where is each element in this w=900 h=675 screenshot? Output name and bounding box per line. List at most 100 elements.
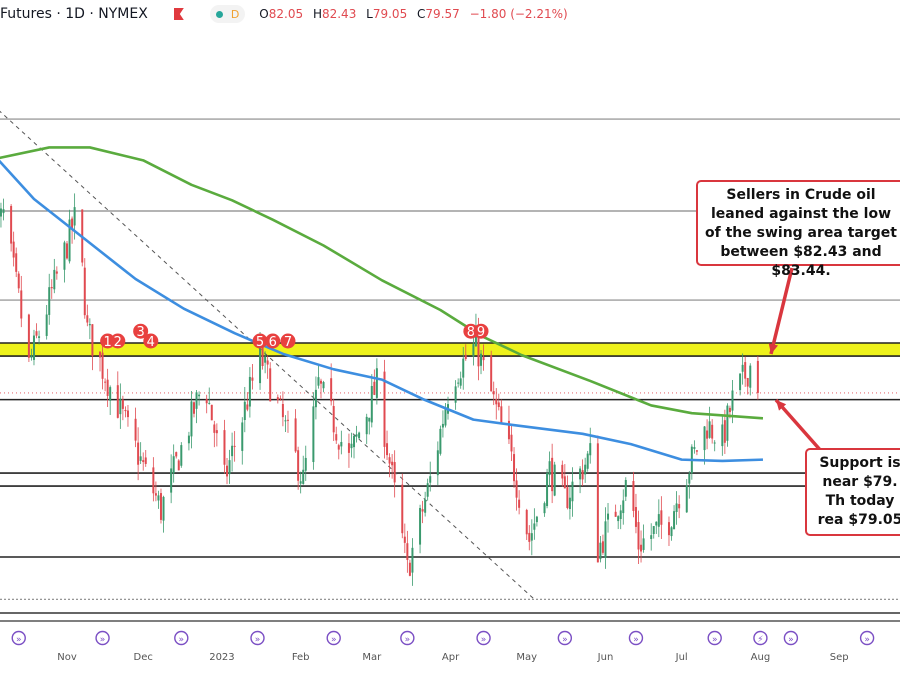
candle <box>119 383 122 429</box>
candle-body <box>746 377 749 387</box>
support-arrow <box>774 398 824 454</box>
event-icon-glyph: » <box>255 635 261 645</box>
candle <box>706 419 709 450</box>
close-label: C <box>417 7 426 21</box>
candle <box>543 501 546 517</box>
event-icon-circle <box>250 630 265 646</box>
candle <box>38 330 41 345</box>
candle <box>12 231 15 267</box>
candle <box>480 350 483 375</box>
event-icon-circle <box>753 630 768 646</box>
candle <box>535 515 538 527</box>
candle-body <box>525 509 528 535</box>
candle <box>264 351 267 374</box>
dividend-event-icon[interactable]: » <box>557 630 573 646</box>
dividend-event-icon[interactable]: » <box>400 630 415 646</box>
candle-body <box>243 401 246 421</box>
event-icon-circle <box>557 630 573 646</box>
candle-body <box>330 378 333 402</box>
candle <box>411 538 414 586</box>
low-label: L <box>366 7 373 21</box>
candle-body <box>124 409 127 412</box>
candle <box>525 508 528 541</box>
candle-body <box>713 442 716 444</box>
dividend-event-icon[interactable]: » <box>250 630 265 646</box>
candle-body <box>266 360 269 365</box>
candle <box>391 454 394 479</box>
candle-body <box>264 356 267 363</box>
candle-body <box>215 430 218 434</box>
candle-body <box>495 399 498 405</box>
symbol-title[interactable]: Futures · 1D · NYMEX <box>0 6 148 22</box>
dividend-event-icon[interactable]: » <box>174 630 189 646</box>
candle <box>66 241 68 260</box>
candle-body <box>454 386 457 403</box>
candle-body <box>50 287 53 289</box>
candle-body <box>159 493 162 520</box>
candle <box>294 409 297 453</box>
candle-body <box>721 424 724 447</box>
dividend-event-icon[interactable]: » <box>628 630 644 646</box>
candle <box>304 445 307 481</box>
candle-body <box>581 470 584 480</box>
candle-body <box>172 456 175 474</box>
high-value: 82.43 <box>321 7 357 21</box>
candle <box>187 431 190 451</box>
flag-icon[interactable] <box>173 8 184 20</box>
candle-body <box>670 527 673 537</box>
candle-body <box>546 473 549 507</box>
candle-body <box>332 406 335 433</box>
dividend-event-icon[interactable]: » <box>707 630 722 646</box>
candle-body <box>152 467 155 494</box>
candle <box>388 453 391 478</box>
candle <box>137 427 140 481</box>
candle-body <box>144 457 147 464</box>
candle-body <box>193 402 195 414</box>
candle-body <box>561 464 564 479</box>
candle-body <box>480 353 483 366</box>
dividend-event-icon[interactable]: » <box>11 630 26 646</box>
candle-body <box>259 342 262 384</box>
candle <box>144 449 147 467</box>
candle-body <box>353 435 356 448</box>
earnings-lightning-icon[interactable]: ⚡ <box>753 630 768 646</box>
dividend-event-icon[interactable]: » <box>476 630 491 646</box>
candle <box>459 371 462 389</box>
dividend-event-icon[interactable]: » <box>95 630 110 646</box>
candle <box>30 348 33 361</box>
candle-body <box>652 526 655 535</box>
event-icon-glyph: » <box>16 635 22 645</box>
candle-body <box>276 397 279 401</box>
candle-body <box>210 404 213 421</box>
dividend-event-icon[interactable]: » <box>783 630 799 646</box>
candle <box>563 464 566 489</box>
candle-body <box>205 399 208 404</box>
candle <box>106 368 109 407</box>
candle <box>340 430 343 455</box>
candle-body <box>393 462 396 483</box>
candle <box>711 419 714 444</box>
candle-body <box>32 335 35 360</box>
candle-body <box>347 443 350 453</box>
candle-body <box>299 481 302 484</box>
candle <box>297 446 300 490</box>
candle <box>101 343 104 390</box>
swing-marker-label: 3 <box>137 325 145 340</box>
candle <box>424 491 427 517</box>
candle-body <box>383 371 386 447</box>
candle <box>660 496 663 539</box>
candle-body <box>515 480 518 498</box>
dividend-event-icon[interactable]: » <box>859 630 875 646</box>
candle-body <box>624 479 627 497</box>
event-icon-circle <box>783 630 799 646</box>
event-icon-circle <box>174 630 189 646</box>
candle <box>637 510 640 565</box>
candle-body <box>312 406 315 463</box>
candle <box>286 410 289 433</box>
candle <box>530 519 533 556</box>
candle-body <box>322 382 325 389</box>
dividend-event-icon[interactable]: » <box>326 630 341 646</box>
market-status-badge[interactable]: D <box>209 5 246 23</box>
candle-body <box>739 373 742 391</box>
